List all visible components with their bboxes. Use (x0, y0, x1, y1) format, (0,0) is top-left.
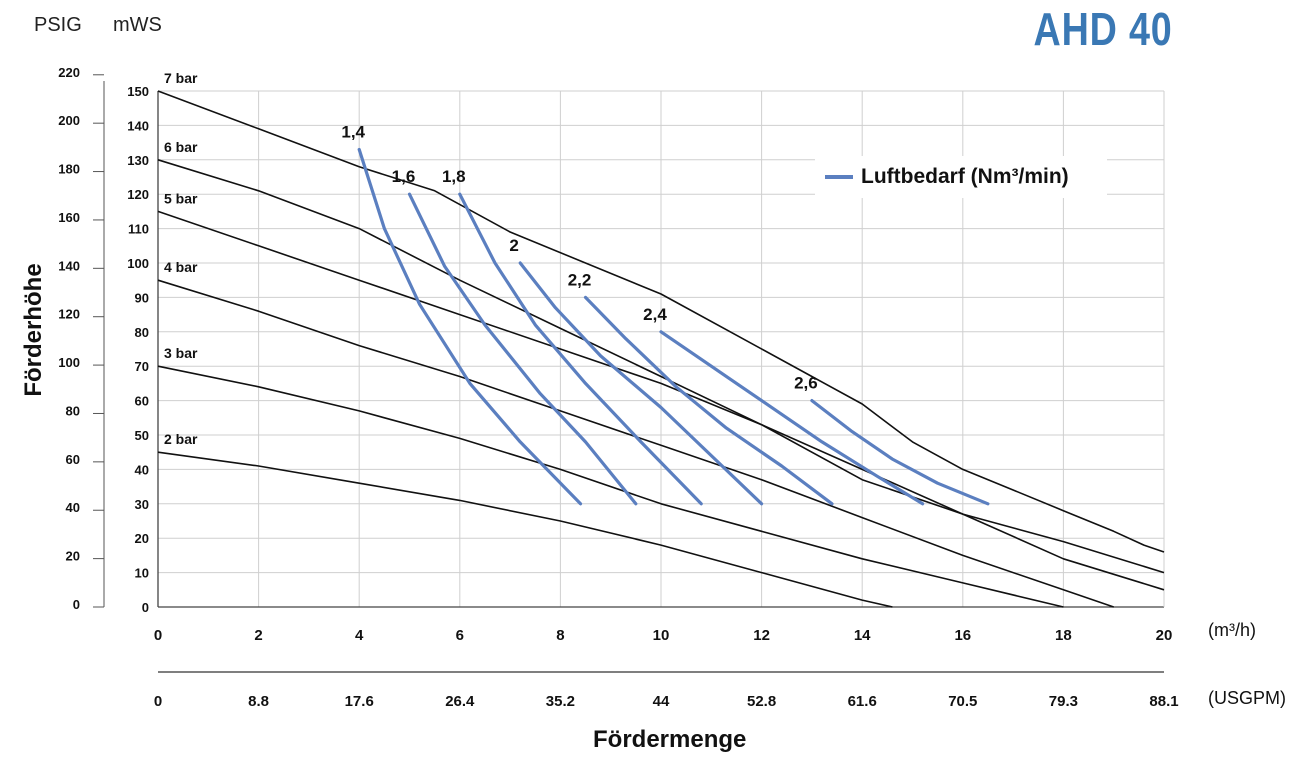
x-tick-label: 10 (653, 627, 670, 644)
y-tick-label-psig: 80 (66, 403, 80, 418)
y-tick-label-mws: 90 (135, 290, 149, 305)
x-tick-label-usgpm: 52.8 (747, 693, 776, 710)
y-tick-label-mws: 130 (127, 153, 149, 168)
y-tick-label-psig: 160 (58, 210, 80, 225)
pressure-curves: 7 bar 6 bar 5 bar 4 bar 3 bar 2 bar (157, 70, 1165, 608)
mws-unit-label: mWS (113, 14, 162, 36)
pressure-curve-label: 4 bar (164, 259, 198, 275)
y-tick-label-psig: 200 (58, 113, 80, 128)
y-tick-label-mws: 80 (135, 325, 149, 340)
y-tick-label-mws: 100 (127, 256, 149, 271)
y-tick-label-mws: 140 (127, 118, 149, 133)
y-tick-label-psig: 220 (58, 65, 80, 80)
air-curve-label: 2 (509, 236, 518, 255)
air-curve-line (659, 330, 925, 506)
x-tick-label-usgpm: 17.6 (345, 693, 374, 710)
y-tick-label-psig: 0 (73, 597, 80, 612)
pressure-curve-line (157, 159, 1165, 574)
y-axis-title: Förderhöhe (20, 263, 47, 397)
x-tick-label: 6 (456, 627, 464, 644)
y-tick-label-mws: 120 (127, 187, 149, 202)
y-tick-label-mws: 60 (135, 394, 149, 409)
y-tick-label-psig: 100 (58, 355, 80, 370)
air-curve-label: 1,6 (392, 167, 416, 186)
pressure-curve-line (157, 451, 893, 608)
pressure-curve-label: 2 bar (164, 431, 198, 447)
air-curve-label: 2,6 (794, 374, 818, 393)
pressure-curve-line (157, 365, 1064, 608)
air-curve-label: 1,4 (341, 122, 365, 141)
y-tick-label-mws: 110 (128, 222, 149, 237)
x-tick-label-usgpm: 61.6 (848, 693, 877, 710)
y-tick-label-mws: 30 (135, 497, 149, 512)
x-tick-label: 18 (1055, 627, 1072, 644)
y-tick-label-psig: 60 (66, 452, 80, 467)
x-tick-label: 14 (854, 627, 871, 644)
x-tick-label: 20 (1156, 627, 1173, 644)
y-tick-label-mws: 40 (135, 462, 149, 477)
x-axis-title: Fördermenge (593, 726, 747, 753)
x-tick-label-usgpm: 0 (154, 693, 162, 710)
air-curve-line (810, 399, 990, 506)
y-tick-label-psig: 140 (58, 258, 80, 273)
x-tick-label: 2 (254, 627, 262, 644)
y-tick-label-mws: 10 (135, 566, 149, 581)
air-consumption-curves: 1,4 1,6 1,8 2 2,2 2,4 2,6 (341, 122, 990, 506)
pressure-curve-label: 7 bar (164, 70, 198, 86)
x-tick-label: 16 (954, 627, 971, 644)
y-tick-label-mws: 20 (135, 531, 149, 546)
legend-label: Luftbedarf (Nm³/min) (861, 165, 1069, 188)
psig-unit-label: PSIG (34, 14, 82, 36)
x-unit-primary: (m³/h) (1208, 620, 1256, 640)
model-title: AHD 40 (1033, 3, 1173, 55)
air-curve-line (458, 192, 703, 506)
pressure-curve-line (157, 210, 1165, 591)
x-tick-label: 4 (355, 627, 364, 644)
y-tick-label-psig: 120 (58, 307, 80, 322)
tick-labels: 0102030405060708090100110120130140150020… (58, 65, 1178, 710)
x-tick-label: 0 (154, 627, 162, 644)
y-tick-label-mws: 70 (135, 359, 149, 374)
air-curve-label: 2,2 (568, 270, 592, 289)
air-curve-label: 1,8 (442, 167, 466, 186)
x-tick-label-usgpm: 8.8 (248, 693, 269, 710)
air-curve-line (357, 147, 583, 506)
x-tick-label: 12 (753, 627, 770, 644)
pressure-curve-line (157, 279, 1114, 608)
air-curve-line (518, 261, 764, 506)
air-curve-line (407, 192, 638, 506)
air-curve-label: 2,4 (643, 305, 667, 324)
pressure-curve-label: 5 bar (164, 190, 198, 206)
axes (103, 81, 1165, 673)
x-tick-label-usgpm: 88.1 (1149, 693, 1178, 710)
x-tick-label-usgpm: 35.2 (546, 693, 575, 710)
pressure-curve-label: 6 bar (164, 139, 198, 155)
y-tick-label-mws: 0 (142, 600, 149, 615)
y-tick-label-psig: 20 (66, 549, 80, 564)
y-tick-label-psig: 40 (66, 500, 80, 515)
legend: Luftbedarf (Nm³/min) (815, 156, 1107, 198)
pressure-curve-line (157, 90, 1165, 553)
x-tick-label-usgpm: 79.3 (1049, 693, 1078, 710)
legend-swatch-icon (825, 175, 853, 179)
x-unit-secondary: (USGPM) (1208, 688, 1286, 708)
x-tick-label-usgpm: 70.5 (948, 693, 977, 710)
x-tick-label-usgpm: 26.4 (445, 693, 475, 710)
pressure-curve-label: 3 bar (164, 345, 198, 361)
y-tick-label-mws: 150 (127, 84, 149, 99)
y-tick-label-mws: 50 (135, 428, 149, 443)
y-tick-label-psig: 180 (58, 162, 80, 177)
air-curve-line (583, 295, 834, 506)
x-tick-label-usgpm: 44 (653, 693, 670, 710)
x-tick-label: 8 (556, 627, 564, 644)
